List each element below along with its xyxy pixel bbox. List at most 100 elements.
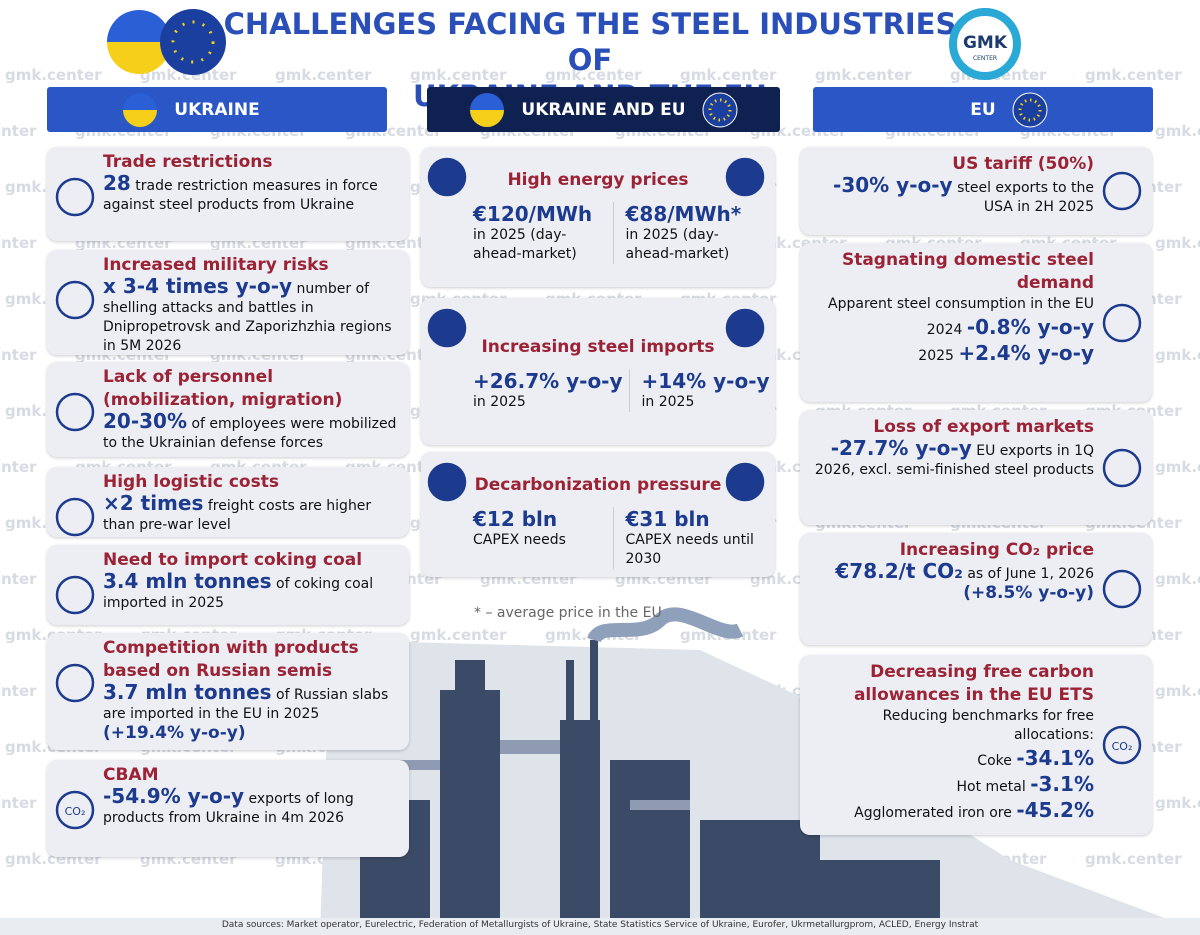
highlight: -30% y-o-y xyxy=(833,173,953,197)
card: Loss of export markets -27.7% y-o-y EU ex… xyxy=(800,410,1152,525)
card-text: EU exports in 1Q 2026, excl. semi-finish… xyxy=(814,443,1094,478)
watermark: gmk.center xyxy=(410,66,507,84)
item: €88/MWh* in 2025 (day-ahead-market) xyxy=(612,202,766,264)
watermark: gmk.center xyxy=(0,122,37,140)
highlight-extra: (+19.4% y-o-y) xyxy=(103,723,246,743)
highlight: 3.7 mln tonnes xyxy=(103,680,272,704)
card-title: CBAM xyxy=(103,765,159,785)
card-text: number of shelling attacks and battles i… xyxy=(103,281,392,354)
row: 2025 +2.4% y-o-y xyxy=(810,343,1094,366)
card-body: 28 trade restriction measures in force a… xyxy=(103,171,401,215)
watermark: gmk.center xyxy=(1155,234,1200,252)
icon xyxy=(427,308,467,348)
icon xyxy=(55,392,95,432)
icon: CO₂ xyxy=(55,790,95,830)
watermark: gmk.center xyxy=(545,66,642,84)
item-value: €88/MWh* xyxy=(625,202,742,226)
item-text: in 2025 (day-ahead-market) xyxy=(625,227,730,262)
icon xyxy=(1102,569,1142,609)
icon xyxy=(427,462,467,502)
item-value: €120/MWh xyxy=(473,202,593,226)
card-title: Decreasing free carbon allowances in the… xyxy=(853,662,1094,705)
watermark: gmk.center xyxy=(815,66,912,84)
card-text: trade restriction measures in force agai… xyxy=(103,178,378,213)
card: High energy prices €120/MWh in 2025 (day-a… xyxy=(421,147,775,287)
watermark: gmk.center xyxy=(0,458,37,476)
card: Increased military risks x 3-4 times y-o-… xyxy=(47,250,409,355)
card-title: Increasing steel imports xyxy=(481,337,715,357)
watermark: gmk.center xyxy=(1155,458,1200,476)
card-body: -27.7% y-o-y EU exports in 1Q 2026, excl… xyxy=(810,436,1094,480)
logo-text: GMK xyxy=(963,33,1008,53)
card-title: US tariff (50%) xyxy=(952,154,1094,174)
sources: Data sources: Market operator, Eurelectr… xyxy=(221,920,979,930)
highlight: -54.9% y-o-y xyxy=(103,784,245,808)
item-text: in 2025 (day-ahead-market) xyxy=(473,227,577,262)
row-label: 2025 xyxy=(918,348,954,364)
item: +14% y-o-y in 2025 xyxy=(628,369,776,412)
item: +26.7% y-o-y in 2025 xyxy=(431,369,629,412)
item-value: €31 bln xyxy=(625,507,710,531)
card-title: Increased military risks xyxy=(103,255,329,275)
flags xyxy=(107,9,226,75)
watermark: gmk.center xyxy=(0,682,37,700)
watermark: gmk.center xyxy=(5,66,102,84)
row-value: -45.2% xyxy=(1016,798,1094,822)
icon xyxy=(55,280,95,320)
highlight: -27.7% y-o-y xyxy=(830,436,972,460)
card-text: Reducing benchmarks for free allocations… xyxy=(882,708,1094,743)
card: Competition with products based on Russi… xyxy=(47,633,409,750)
card-body: 3.7 mln tonnes of Russian slabs are impo… xyxy=(103,680,401,744)
highlight-extra: (+8.5% y-o-y) xyxy=(963,583,1094,603)
highlight: 20-30% xyxy=(103,409,188,433)
watermark: gmk.center xyxy=(140,66,237,84)
items: €12 bln CAPEX needs €31 bln CAPEX needs unt… xyxy=(431,507,765,569)
watermark: gmk.center xyxy=(1085,850,1182,868)
card: Trade restrictions 28 trade restriction m… xyxy=(47,147,409,241)
watermark: gmk.center xyxy=(1155,346,1200,364)
column-header: UKRAINE xyxy=(47,87,387,132)
watermark: gmk.center xyxy=(1155,794,1200,812)
card: Increasing CO₂ price €78.2/t CO₂ as of Ju… xyxy=(800,533,1152,645)
card-body: 20-30% of employees were mobilized to th… xyxy=(103,409,401,453)
card-body: -30% y-o-y steel exports to the USA in 2… xyxy=(810,173,1094,217)
card: Lack of personnel (mobilization, migrati… xyxy=(47,362,409,457)
row-label: Hot metal xyxy=(956,779,1026,795)
card-body: -54.9% y-o-y exports of long products fr… xyxy=(103,784,401,828)
icon: CO₂ xyxy=(1102,725,1142,765)
card: Increasing steel imports +26.7% y-o-y in 2… xyxy=(421,298,775,445)
icon xyxy=(55,575,95,615)
card-title: Loss of export markets xyxy=(873,417,1094,437)
card-text: of Russian slabs are imported in the EU … xyxy=(103,687,389,722)
watermark: gmk.center xyxy=(0,234,37,252)
card-text: of coking coal imported in 2025 xyxy=(103,576,374,611)
row: Coke -34.1% xyxy=(810,748,1094,771)
icon-label: CO₂ xyxy=(65,805,86,818)
watermark: gmk.center xyxy=(275,66,372,84)
card-text: of employees were mobilized to the Ukrai… xyxy=(103,416,397,451)
item-value: +26.7% y-o-y xyxy=(473,369,623,393)
column-header: EU xyxy=(813,87,1153,132)
watermark: gmk.center xyxy=(0,794,37,812)
highlight: 28 xyxy=(103,171,131,195)
watermark: gmk.center xyxy=(1155,122,1200,140)
card-text: Apparent steel consumption in the EU xyxy=(828,296,1094,312)
card-title: Decarbonization pressure xyxy=(474,475,722,495)
card-title: Lack of personnel (mobilization, migrati… xyxy=(103,367,343,410)
icon xyxy=(725,308,765,348)
card-title: Competition with products based on Russi… xyxy=(103,638,359,681)
icon xyxy=(725,462,765,502)
logo: GMK CENTER xyxy=(949,8,1021,80)
row-label: Coke xyxy=(977,753,1012,769)
card-title: Increasing CO₂ price xyxy=(899,540,1094,560)
icon xyxy=(55,663,95,703)
card-text: exports of long products from Ukraine in… xyxy=(103,791,354,826)
card: CBAM -54.9% y-o-y exports of long product… xyxy=(47,760,409,857)
card: Stagnating domestic steel demand Apparent… xyxy=(800,243,1152,402)
highlight: 3.4 mln tonnes xyxy=(103,569,272,593)
logo-sub: CENTER xyxy=(973,55,997,62)
row: 2024 -0.8% y-o-y xyxy=(810,317,1094,340)
item-text: in 2025 xyxy=(473,394,526,410)
item: €120/MWh in 2025 (day-ahead-market) xyxy=(431,202,613,264)
card-body: €78.2/t CO₂ as of June 1, 2026 (+8.5% y-… xyxy=(810,561,1094,604)
